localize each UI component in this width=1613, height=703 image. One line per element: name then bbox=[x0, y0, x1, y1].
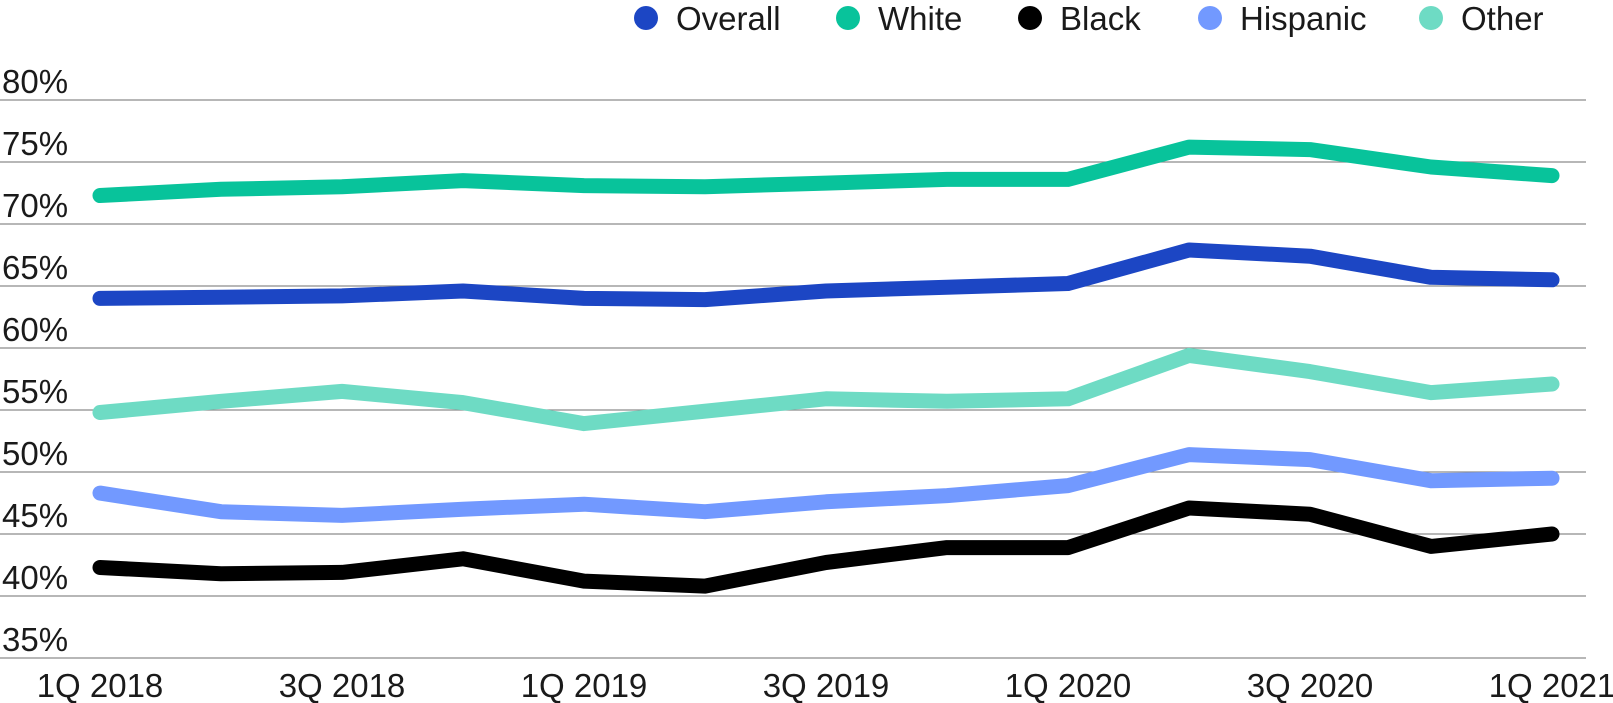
x-tick-label: 3Q 2018 bbox=[279, 667, 406, 703]
y-tick-label: 65% bbox=[2, 249, 68, 286]
series-line-hispanic bbox=[92, 447, 1560, 523]
legend-marker-overall bbox=[634, 6, 658, 30]
x-axis: 1Q 2018 3Q 2018 1Q 2019 3Q 2019 1Q 2020 3Q 20… bbox=[37, 667, 1613, 703]
y-tick-label: 80% bbox=[2, 63, 68, 100]
series-lines bbox=[92, 139, 1560, 594]
series-line-overall bbox=[92, 242, 1560, 308]
series-line-other bbox=[92, 347, 1560, 432]
x-tick-label: 1Q 2021 bbox=[1489, 667, 1613, 703]
legend-label-other: Other bbox=[1461, 0, 1544, 37]
x-tick-label: 3Q 2020 bbox=[1247, 667, 1374, 703]
y-tick-label: 60% bbox=[2, 311, 68, 348]
gridlines bbox=[0, 99, 1586, 659]
legend-marker-other bbox=[1419, 6, 1443, 30]
legend-label-hispanic: Hispanic bbox=[1240, 0, 1367, 37]
x-tick-label: 1Q 2018 bbox=[37, 667, 164, 703]
legend-marker-white bbox=[836, 6, 860, 30]
series-line-black bbox=[92, 500, 1560, 594]
x-tick-label: 3Q 2019 bbox=[763, 667, 890, 703]
y-axis: 80% 75% 70% 65% 60% 55% 50% 45% 40% 35% bbox=[2, 63, 68, 658]
y-tick-label: 55% bbox=[2, 373, 68, 410]
y-tick-label: 75% bbox=[2, 125, 68, 162]
legend-marker-black bbox=[1018, 6, 1042, 30]
y-tick-label: 40% bbox=[2, 559, 68, 596]
y-tick-label: 50% bbox=[2, 435, 68, 472]
series-line-white bbox=[92, 139, 1560, 203]
legend-label-white: White bbox=[878, 0, 962, 37]
y-tick-label: 35% bbox=[2, 621, 68, 658]
y-tick-label: 45% bbox=[2, 497, 68, 534]
legend: Overall White Black Hispanic Other bbox=[634, 0, 1544, 37]
legend-label-black: Black bbox=[1060, 0, 1141, 37]
legend-marker-hispanic bbox=[1198, 6, 1222, 30]
legend-label-overall: Overall bbox=[676, 0, 781, 37]
x-tick-label: 1Q 2020 bbox=[1005, 667, 1132, 703]
x-tick-label: 1Q 2019 bbox=[521, 667, 648, 703]
y-tick-label: 70% bbox=[2, 187, 68, 224]
